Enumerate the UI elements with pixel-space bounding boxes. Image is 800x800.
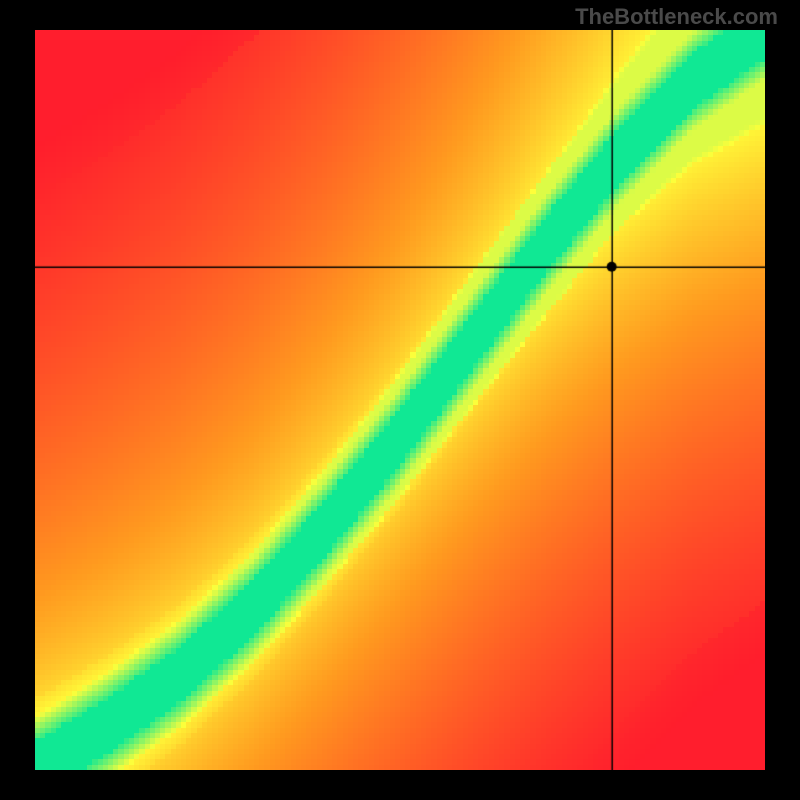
watermark-text: TheBottleneck.com [575, 4, 778, 30]
bottleneck-heatmap [35, 30, 765, 770]
chart-container: TheBottleneck.com [0, 0, 800, 800]
